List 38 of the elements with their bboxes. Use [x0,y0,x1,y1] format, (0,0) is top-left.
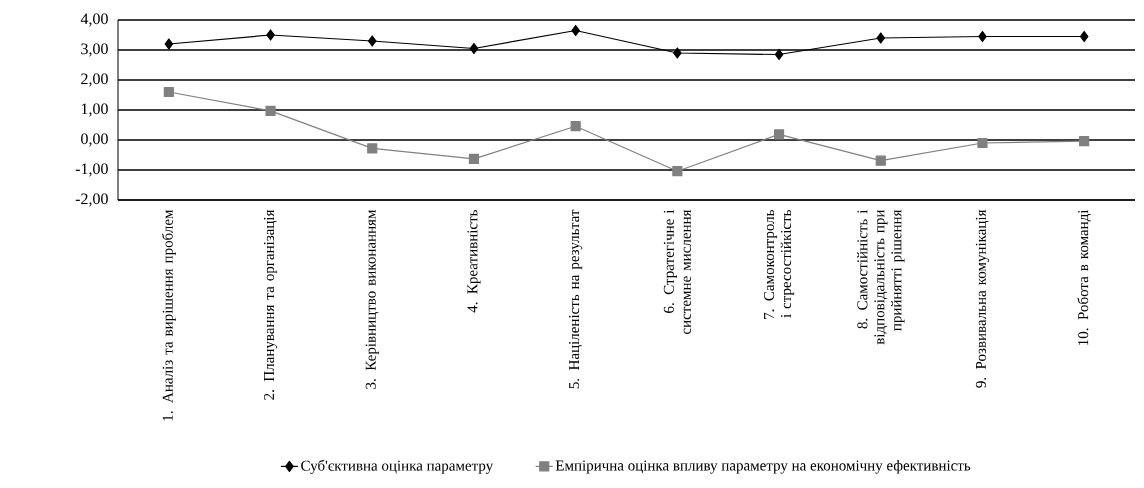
y-tick-label: 3,00 [81,43,108,57]
point [875,155,886,166]
point [468,153,480,164]
point [1079,136,1090,147]
point [367,35,377,47]
y-tick-label: 4,00 [80,13,108,27]
point [774,48,784,61]
x-tick-label: 8. Самостійність і відповідальність при прийнятті рішення [857,209,905,345]
y-tick-label: -2,00 [75,193,108,207]
x-tick-label: 9. Розвивальна комунікація [975,209,990,388]
x-tick-label: 3. Керівництво виконанням [365,209,379,389]
point [876,32,886,44]
point [673,47,682,59]
y-tick-label: 1,00 [81,103,108,117]
y-tick-label: 0,00 [81,133,108,147]
legend-label: Емпірична оцінка впливу параметру на економічну ефективність [555,459,971,474]
point [773,129,785,140]
y-tick-label: 2,00 [81,73,108,87]
x-tick-label: 2. Планування та організація [263,209,278,400]
x-tick-label: 7. Самоконтроль і стресостійкість [763,209,795,319]
x-tick-label: 5. Націленість на результат [569,209,583,389]
point [571,24,581,37]
point [672,166,683,177]
x-tick-label: 10. Робота в команді [1077,209,1091,345]
point [1079,30,1089,43]
point [367,143,378,154]
y-tick-label: -1,00 [75,163,108,177]
x-tick-label: 1. Аналіз та вирішення проблем [161,209,176,421]
point [265,105,276,116]
point [570,121,581,132]
point [163,86,174,98]
x-tick-label: 4. Креативність [467,209,481,313]
point [469,42,479,55]
point [977,137,988,149]
legend-label: Суб'єктивна оцінка параметру [301,459,494,474]
point [164,38,174,50]
point [266,29,275,41]
x-tick-label: 6. Стратегічне і системне мислення [663,209,691,334]
